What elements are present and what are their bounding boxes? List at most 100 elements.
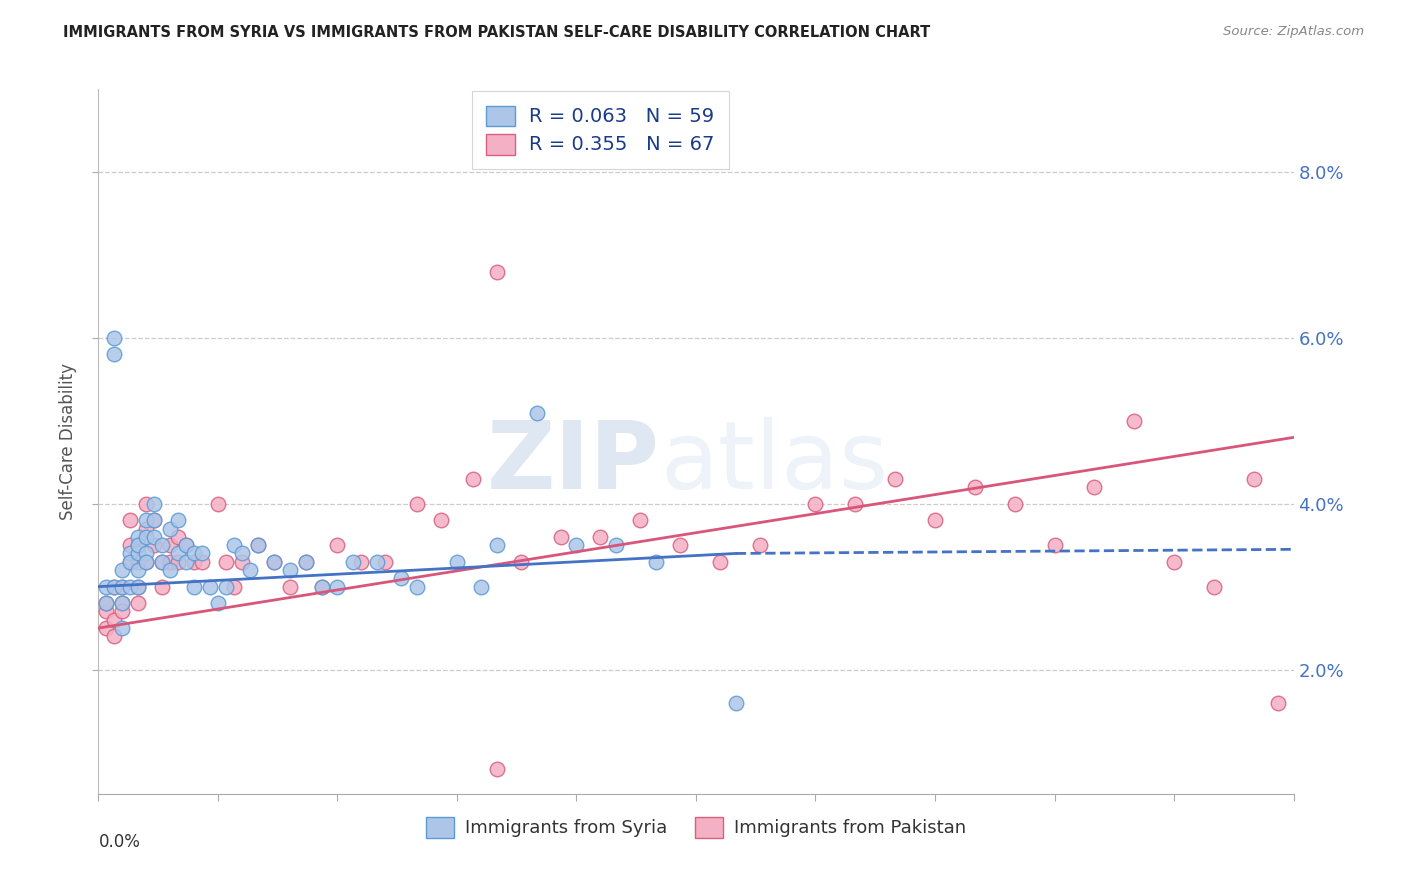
Point xyxy=(207,596,229,610)
Point xyxy=(103,331,125,345)
Point xyxy=(389,571,412,585)
Point xyxy=(589,530,612,544)
Point xyxy=(150,555,173,569)
Point xyxy=(446,555,468,569)
Point xyxy=(709,555,731,569)
Point xyxy=(111,605,134,619)
Point xyxy=(1043,538,1066,552)
Point xyxy=(1243,472,1265,486)
Point xyxy=(111,580,134,594)
Point xyxy=(278,563,301,577)
Point xyxy=(963,480,986,494)
Point xyxy=(111,580,134,594)
Point xyxy=(143,513,166,527)
Point xyxy=(1163,555,1185,569)
Point xyxy=(135,530,157,544)
Point xyxy=(198,580,221,594)
Point xyxy=(127,580,149,594)
Point xyxy=(127,546,149,560)
Point xyxy=(159,538,181,552)
Point xyxy=(103,580,125,594)
Point xyxy=(565,538,588,552)
Point xyxy=(174,538,197,552)
Point xyxy=(120,555,142,569)
Point xyxy=(246,538,269,552)
Point xyxy=(167,530,190,544)
Point xyxy=(143,497,166,511)
Point xyxy=(135,522,157,536)
Point xyxy=(342,555,364,569)
Point xyxy=(96,621,118,635)
Point xyxy=(150,538,173,552)
Point xyxy=(159,555,181,569)
Point xyxy=(278,580,301,594)
Point xyxy=(461,472,484,486)
Point xyxy=(326,580,349,594)
Point xyxy=(103,580,125,594)
Point xyxy=(550,530,572,544)
Point xyxy=(103,613,125,627)
Point xyxy=(174,538,197,552)
Text: Source: ZipAtlas.com: Source: ZipAtlas.com xyxy=(1223,25,1364,38)
Point xyxy=(120,513,142,527)
Point xyxy=(127,563,149,577)
Point xyxy=(215,580,238,594)
Legend: Immigrants from Syria, Immigrants from Pakistan: Immigrants from Syria, Immigrants from P… xyxy=(419,809,973,845)
Point xyxy=(1123,414,1146,428)
Point xyxy=(111,596,134,610)
Point xyxy=(183,555,205,569)
Point xyxy=(120,555,142,569)
Text: 0.0%: 0.0% xyxy=(98,832,141,851)
Point xyxy=(135,546,157,560)
Point xyxy=(1267,696,1289,710)
Point xyxy=(406,497,429,511)
Point xyxy=(350,555,373,569)
Point xyxy=(430,513,453,527)
Point xyxy=(167,546,190,560)
Point xyxy=(207,497,229,511)
Point xyxy=(191,555,214,569)
Point xyxy=(127,538,149,552)
Point xyxy=(111,563,134,577)
Point xyxy=(135,513,157,527)
Y-axis label: Self-Care Disability: Self-Care Disability xyxy=(59,363,77,520)
Point xyxy=(215,555,238,569)
Point xyxy=(748,538,770,552)
Point xyxy=(294,555,316,569)
Point xyxy=(311,580,333,594)
Point xyxy=(628,513,651,527)
Point xyxy=(127,538,149,552)
Point xyxy=(159,522,181,536)
Text: IMMIGRANTS FROM SYRIA VS IMMIGRANTS FROM PAKISTAN SELF-CARE DISABILITY CORRELATI: IMMIGRANTS FROM SYRIA VS IMMIGRANTS FROM… xyxy=(63,25,931,40)
Point xyxy=(406,580,429,594)
Point xyxy=(143,538,166,552)
Point xyxy=(127,530,149,544)
Point xyxy=(96,580,118,594)
Text: ZIP: ZIP xyxy=(488,417,661,508)
Point xyxy=(1004,497,1026,511)
Point xyxy=(120,538,142,552)
Point xyxy=(222,538,245,552)
Point xyxy=(167,555,190,569)
Point xyxy=(150,580,173,594)
Point xyxy=(263,555,285,569)
Point xyxy=(366,555,388,569)
Point xyxy=(526,405,548,419)
Point xyxy=(174,555,197,569)
Point xyxy=(96,605,118,619)
Point xyxy=(294,555,316,569)
Point xyxy=(1083,480,1105,494)
Point xyxy=(143,530,166,544)
Point xyxy=(143,513,166,527)
Point xyxy=(159,563,181,577)
Point xyxy=(374,555,396,569)
Point xyxy=(645,555,668,569)
Point xyxy=(605,538,627,552)
Point xyxy=(135,497,157,511)
Point xyxy=(924,513,946,527)
Point xyxy=(120,580,142,594)
Point xyxy=(311,580,333,594)
Point xyxy=(96,596,118,610)
Point xyxy=(127,596,149,610)
Point xyxy=(884,472,907,486)
